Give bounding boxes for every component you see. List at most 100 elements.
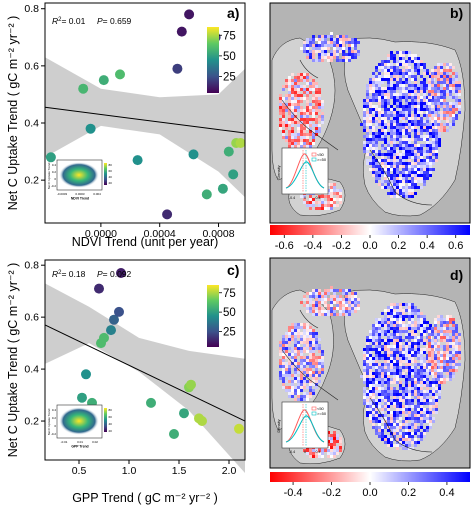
map-pixel <box>390 84 393 87</box>
map-pixel <box>387 393 390 396</box>
map-pixel <box>288 395 291 398</box>
map-pixel <box>378 429 381 432</box>
map-pixel <box>321 118 324 121</box>
map-pixel <box>390 156 393 159</box>
map-pixel <box>452 318 455 321</box>
map-pixel <box>306 380 309 383</box>
map-pixel <box>446 363 449 366</box>
map-pixel <box>309 112 312 115</box>
map-pixel <box>291 332 294 335</box>
map-pixel <box>342 35 345 38</box>
map-pixel <box>438 135 441 138</box>
map-pixel <box>327 53 330 56</box>
map-pixel <box>288 109 291 112</box>
map-pixel <box>378 339 381 342</box>
map-pixel <box>354 50 357 53</box>
map-pixel <box>327 440 330 443</box>
map-pixel <box>393 66 396 69</box>
map-pixel <box>378 417 381 420</box>
map-pixel <box>378 318 381 321</box>
map-pixel <box>363 117 366 120</box>
map-pixel <box>458 339 461 342</box>
map-pixel <box>396 117 399 120</box>
map-pixel <box>345 38 348 41</box>
map-pixel <box>452 363 455 366</box>
map-pixel <box>312 392 315 395</box>
map-pixel <box>288 142 291 145</box>
map-pixel <box>408 429 411 432</box>
map-pixel <box>411 336 414 339</box>
map-pixel <box>420 168 423 171</box>
map-pixel <box>420 402 423 405</box>
map-pixel <box>438 381 441 384</box>
map-pixel <box>339 50 342 53</box>
map-pixel <box>294 341 297 344</box>
map-pixel <box>408 324 411 327</box>
map-pixel <box>300 326 303 329</box>
map-pixel <box>378 72 381 75</box>
map-pixel <box>291 386 294 389</box>
map-pixel <box>446 93 449 96</box>
map-pixel <box>291 338 294 341</box>
map-pixel <box>309 374 312 377</box>
map-pixel <box>336 47 339 50</box>
map-pixel <box>312 356 315 359</box>
map-pixel <box>429 144 432 147</box>
map-pixel <box>414 381 417 384</box>
map-pixel <box>396 336 399 339</box>
map-pixel <box>285 374 288 377</box>
map-pixel <box>372 327 375 330</box>
map-pixel <box>405 66 408 69</box>
map-pixel <box>411 312 414 315</box>
map-pixel <box>285 85 288 88</box>
map-pixel <box>375 387 378 390</box>
map-pixel <box>309 368 312 371</box>
map-pixel <box>339 198 342 201</box>
map-pixel <box>291 115 294 118</box>
map-pixel <box>408 366 411 369</box>
map-pixel <box>330 56 333 59</box>
map-pixel <box>411 156 414 159</box>
map-pixel <box>381 138 384 141</box>
map-pixel <box>312 44 315 47</box>
map-pixel <box>306 386 309 389</box>
map-pixel <box>417 180 420 183</box>
map-pixel <box>309 106 312 109</box>
map-pixel <box>443 105 446 108</box>
map-pixel <box>312 41 315 44</box>
map-pixel <box>384 60 387 63</box>
map-pixel <box>435 126 438 129</box>
map-pixel <box>405 309 408 312</box>
map-pixel <box>440 339 443 342</box>
map-pixel <box>387 150 390 153</box>
map-pixel <box>426 399 429 402</box>
map-pixel <box>387 180 390 183</box>
map-pixel <box>333 440 336 443</box>
map-pixel <box>390 162 393 165</box>
map-pixel <box>393 423 396 426</box>
map-pixel <box>408 117 411 120</box>
map-pixel <box>396 339 399 342</box>
map-pixel <box>378 426 381 429</box>
map-pixel <box>375 150 378 153</box>
map-pixel <box>411 390 414 393</box>
map-pixel <box>420 414 423 417</box>
map-pixel <box>366 360 369 363</box>
map-pixel <box>378 354 381 357</box>
map-pixel <box>449 372 452 375</box>
map-pixel <box>378 168 381 171</box>
map-pixel <box>426 393 429 396</box>
map-pixel <box>279 94 282 97</box>
map-pixel <box>411 405 414 408</box>
map-pixel <box>458 354 461 357</box>
map-pixel <box>417 171 420 174</box>
map-pixel <box>429 159 432 162</box>
map-pixel <box>414 345 417 348</box>
x-tick-label: 0.0000 <box>85 228 117 240</box>
inset-c: 80 60 40 20 0.4 0.2 0 -0.2 Net C Uptake … <box>47 404 112 449</box>
map-pixel <box>411 411 414 414</box>
map-pixel <box>366 99 369 102</box>
map-pixel <box>318 118 321 121</box>
map-pixel <box>375 321 378 324</box>
map-pixel <box>366 399 369 402</box>
